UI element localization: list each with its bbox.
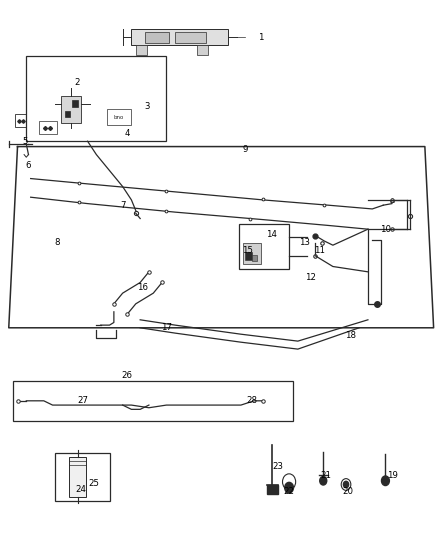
Text: 8: 8 <box>54 238 60 247</box>
Bar <box>239 224 289 269</box>
Text: 10: 10 <box>380 225 391 233</box>
Text: 25: 25 <box>88 480 100 488</box>
Text: 28: 28 <box>246 397 258 405</box>
Bar <box>245 252 252 260</box>
Text: 21: 21 <box>321 471 332 480</box>
Bar <box>131 29 228 45</box>
Text: 23: 23 <box>272 462 284 471</box>
Bar <box>72 100 78 107</box>
Bar <box>13 381 293 421</box>
Bar <box>243 243 261 264</box>
Text: 3: 3 <box>144 102 149 111</box>
Text: 20: 20 <box>343 487 354 496</box>
Text: 11: 11 <box>314 246 325 255</box>
Text: 17: 17 <box>161 324 172 332</box>
Bar <box>55 453 110 501</box>
Text: 26: 26 <box>121 372 133 380</box>
Bar <box>15 114 26 127</box>
Bar <box>26 56 166 141</box>
Text: 7: 7 <box>120 201 125 209</box>
Bar <box>136 45 147 55</box>
Circle shape <box>381 476 389 486</box>
Circle shape <box>285 482 293 493</box>
Text: 18: 18 <box>345 332 356 340</box>
Bar <box>267 485 278 494</box>
Bar <box>175 32 206 43</box>
Text: 22: 22 <box>283 487 295 496</box>
Bar <box>197 45 208 55</box>
Bar <box>61 96 81 123</box>
Text: 5: 5 <box>23 137 28 146</box>
Text: 14: 14 <box>266 230 277 239</box>
Text: 15: 15 <box>242 246 253 255</box>
Bar <box>69 457 86 497</box>
Text: 1: 1 <box>258 33 263 42</box>
Text: 4: 4 <box>124 129 130 138</box>
Circle shape <box>343 481 349 488</box>
Circle shape <box>320 477 327 485</box>
Text: 24: 24 <box>75 485 87 494</box>
Bar <box>252 255 257 261</box>
Text: 9: 9 <box>243 145 248 154</box>
Bar <box>145 32 169 43</box>
Text: bno: bno <box>114 115 124 120</box>
Text: 16: 16 <box>137 284 148 292</box>
Text: 2: 2 <box>74 78 79 87</box>
Bar <box>39 121 57 134</box>
Text: 6: 6 <box>26 161 31 169</box>
Text: 12: 12 <box>305 273 317 281</box>
Text: 27: 27 <box>78 397 89 405</box>
Text: 13: 13 <box>299 238 310 247</box>
Bar <box>65 111 70 117</box>
Bar <box>107 109 131 125</box>
Text: 19: 19 <box>387 471 397 480</box>
